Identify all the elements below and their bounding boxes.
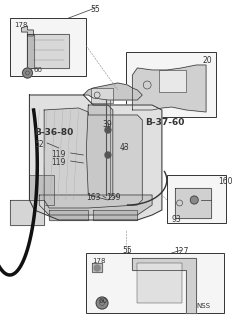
- Text: 178: 178: [14, 22, 27, 28]
- Text: 159: 159: [106, 193, 121, 202]
- Polygon shape: [44, 108, 142, 208]
- Polygon shape: [29, 95, 162, 220]
- Text: 119: 119: [51, 158, 65, 167]
- Text: 127: 127: [175, 247, 189, 256]
- Polygon shape: [133, 258, 196, 313]
- Polygon shape: [10, 200, 44, 225]
- Bar: [137, 263, 181, 303]
- Text: NSS: NSS: [196, 303, 210, 309]
- Bar: [86, 253, 224, 313]
- Text: 60: 60: [98, 298, 107, 304]
- Polygon shape: [27, 34, 34, 68]
- Text: 43: 43: [120, 143, 129, 152]
- Polygon shape: [175, 188, 211, 218]
- Bar: [159, 70, 186, 92]
- Circle shape: [190, 196, 198, 204]
- Text: 20: 20: [202, 56, 212, 65]
- Circle shape: [105, 127, 111, 133]
- Text: 60: 60: [33, 67, 42, 73]
- Polygon shape: [86, 105, 113, 200]
- Text: 39: 39: [102, 120, 112, 129]
- Bar: [10, 18, 86, 76]
- Polygon shape: [27, 34, 69, 68]
- Text: 119: 119: [51, 150, 65, 159]
- Polygon shape: [93, 210, 137, 220]
- Text: 55: 55: [123, 246, 133, 255]
- Circle shape: [96, 297, 108, 309]
- Text: 160: 160: [218, 177, 232, 186]
- Text: 93: 93: [172, 215, 181, 224]
- Bar: [91, 88, 113, 103]
- Polygon shape: [133, 65, 206, 112]
- Polygon shape: [83, 83, 142, 100]
- Polygon shape: [39, 195, 152, 215]
- Polygon shape: [22, 26, 33, 36]
- Text: 178: 178: [92, 258, 106, 264]
- Circle shape: [94, 265, 100, 271]
- Bar: [125, 52, 216, 117]
- Polygon shape: [49, 210, 88, 220]
- Text: 163: 163: [86, 193, 101, 202]
- Bar: [29, 175, 54, 205]
- Text: B-37-60: B-37-60: [145, 118, 184, 127]
- Bar: [167, 175, 226, 223]
- Circle shape: [105, 152, 111, 158]
- Text: 52: 52: [34, 140, 44, 149]
- Text: 55: 55: [90, 5, 100, 14]
- Circle shape: [23, 68, 32, 78]
- Text: B-36-80: B-36-80: [34, 128, 74, 137]
- Polygon shape: [92, 263, 102, 272]
